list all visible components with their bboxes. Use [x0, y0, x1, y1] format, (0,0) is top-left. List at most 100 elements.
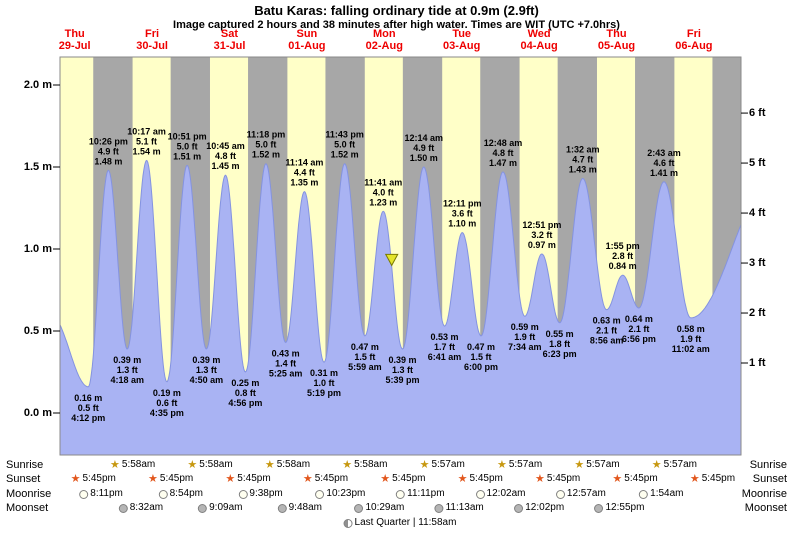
sunrise-star-icon: ★	[419, 459, 430, 471]
tide-label-low: 0.47 m 1.5 ft 6:00 pm	[464, 342, 498, 372]
sunset-time: 5:45pm	[237, 473, 271, 484]
sunset-time: 5:45pm	[82, 473, 116, 484]
astro-row-label-right-moonset: Moonset	[744, 502, 787, 514]
last-quarter-moon-icon	[343, 518, 353, 528]
moon-dark-icon	[118, 503, 128, 513]
astro-row-label-right-sunrise: Sunrise	[749, 459, 787, 471]
astro-row-label-right-moonrise: Moonrise	[741, 488, 787, 500]
sunset-event: ★ 5:45pm	[148, 473, 193, 485]
sunrise-time: 5:58am	[276, 459, 311, 470]
sunrise-event: ★ 5:58am	[342, 459, 387, 471]
day-of-week: Tue	[452, 28, 472, 40]
sunset-star-icon: ★	[612, 473, 623, 485]
day-of-week: Sun	[296, 28, 318, 40]
sunset-event: ★ 5:45pm	[458, 473, 503, 485]
tide-label-low: 0.39 m 1.3 ft 4:18 am	[111, 355, 145, 385]
moonset-time: 12:02pm	[525, 502, 565, 513]
sunset-time: 5:45pm	[392, 473, 426, 484]
sunset-star-icon: ★	[70, 473, 81, 485]
sunrise-event: ★ 5:58am	[110, 459, 155, 471]
sunrise-event: ★ 5:58am	[187, 459, 232, 471]
astro-row-label-left-sunrise: Sunrise	[6, 459, 44, 471]
tide-label-high: 11:41 am 4.0 ft 1.23 m	[364, 177, 402, 207]
sunrise-event: ★ 5:57am	[574, 459, 619, 471]
tide-label-high: 12:11 pm 3.6 ft 1.10 m	[443, 199, 482, 229]
moonset-event: 12:55pm	[594, 502, 644, 514]
sunrise-star-icon: ★	[496, 459, 507, 471]
sunrise-time: 5:58am	[121, 459, 156, 470]
day-label: Sat 31-Jul	[214, 28, 246, 52]
sunrise-event: ★ 5:57am	[497, 459, 542, 471]
day-label: Thu 05-Aug	[598, 28, 635, 52]
day-date: 05-Aug	[597, 40, 636, 52]
day-label: Fri 30-Jul	[136, 28, 168, 52]
tide-label-high: 12:51 pm 3.2 ft 0.97 m	[522, 220, 561, 250]
tide-label-high: 10:51 pm 5.0 ft 1.51 m	[168, 131, 207, 161]
sunset-time: 5:45pm	[314, 473, 349, 484]
moonset-event: 12:02pm	[514, 502, 564, 514]
moonrise-time: 12:57am	[566, 488, 606, 499]
tide-label-high: 11:14 am 4.4 ft 1.35 m	[285, 158, 323, 188]
day-date: 02-Aug	[365, 40, 403, 52]
moonset-event: 8:32am	[118, 502, 163, 514]
sunrise-time: 5:58am	[199, 459, 233, 470]
sunset-time: 5:45pm	[546, 473, 581, 484]
day-of-week: Thu	[64, 28, 85, 40]
tide-label-low: 0.16 m 0.5 ft 4:12 pm	[71, 393, 105, 423]
tide-label-high: 2:43 am 4.6 ft 1.41 m	[647, 148, 681, 178]
tide-label-low: 0.64 m 2.1 ft 6:56 pm	[622, 314, 656, 344]
astro-row-label-left-moonrise: Moonrise	[6, 488, 52, 500]
sunset-time: 5:45pm	[159, 473, 194, 484]
tide-label-low: 0.58 m 1.9 ft 11:02 am	[672, 324, 710, 354]
tide-label-high: 10:26 pm 4.9 ft 1.48 m	[89, 136, 128, 166]
astro-row-label-left-moonset: Moonset	[6, 502, 49, 514]
y-axis-label-right: 1 ft	[749, 357, 766, 369]
moon-phase: Last Quarter | 11:58am	[343, 517, 457, 529]
tide-label-high: 1:32 am 4.7 ft 1.43 m	[566, 144, 600, 174]
sunset-time: 5:45pm	[701, 473, 736, 484]
moonset-time: 9:48am	[288, 502, 322, 513]
sunrise-star-icon: ★	[110, 459, 120, 471]
sunrise-star-icon: ★	[574, 459, 585, 471]
moonrise-time: 8:54pm	[169, 488, 203, 499]
moonrise-event: 9:38pm	[238, 488, 283, 500]
tide-label-high: 12:14 am 4.9 ft 1.50 m	[404, 133, 443, 163]
day-date: 30-Jul	[136, 40, 168, 52]
tide-label-high: 12:48 am 4.8 ft 1.47 m	[484, 138, 523, 168]
tide-label-low: 0.53 m 1.7 ft 6:41 am	[428, 332, 462, 362]
tide-area	[59, 159, 742, 456]
sunrise-event: ★ 5:57am	[420, 459, 465, 471]
day-date: 04-Aug	[520, 40, 558, 52]
moon-dark-icon	[198, 503, 208, 513]
day-label: Wed 04-Aug	[520, 28, 557, 52]
sunset-star-icon: ★	[689, 473, 700, 485]
sunset-event: ★ 5:45pm	[303, 473, 348, 485]
current-tide-marker-icon	[384, 253, 399, 267]
day-date: 01-Aug	[288, 40, 326, 52]
sunrise-time: 5:57am	[663, 459, 697, 470]
moonrise-event: 11:11pm	[396, 488, 445, 500]
page-title: Batu Karas: falling ordinary tide at 0.9…	[254, 3, 539, 18]
day-of-week: Fri	[145, 28, 160, 40]
sunrise-event: ★ 5:58am	[265, 459, 310, 471]
tide-label-high: 11:43 pm 5.0 ft 1.52 m	[325, 130, 364, 160]
moonset-event: 10:29am	[354, 502, 404, 514]
sunrise-time: 5:58am	[354, 459, 388, 470]
moonset-event: 11:13am	[434, 502, 484, 514]
day-of-week: Wed	[527, 28, 551, 40]
moonrise-time: 8:11pm	[90, 488, 123, 499]
day-of-week: Mon	[372, 28, 396, 40]
moon-phase-text: Last Quarter | 11:58am	[354, 517, 457, 528]
astro-row-label-left-sunset: Sunset	[6, 473, 41, 485]
moonrise-event: 12:57am	[555, 488, 606, 500]
moon-bright-icon	[639, 489, 649, 499]
y-axis-label-left: 1.0 m	[23, 243, 52, 255]
day-date: 31-Jul	[213, 40, 246, 52]
moonrise-time: 11:11pm	[407, 488, 445, 499]
sunrise-star-icon: ★	[342, 459, 353, 471]
tide-label-low: 0.31 m 1.0 ft 5:19 pm	[307, 368, 341, 398]
sunset-time: 5:45pm	[624, 473, 658, 484]
y-axis-label-left: 1.5 m	[23, 161, 52, 173]
page-subtitle: Image captured 2 hours and 38 minutes af…	[173, 19, 620, 31]
